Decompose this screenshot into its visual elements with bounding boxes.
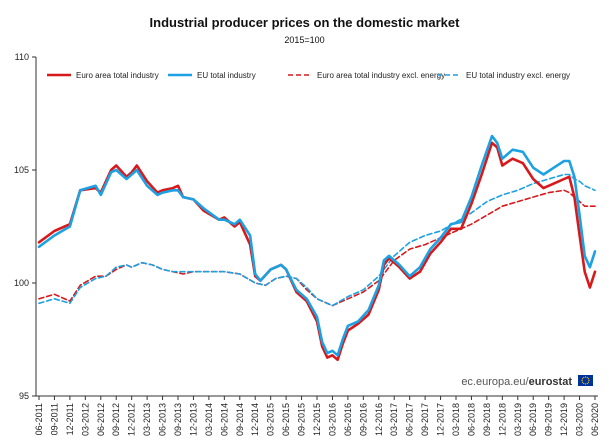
x-tick-label: 12-2016: [374, 403, 384, 436]
x-tick-label: 09-2012: [111, 403, 121, 436]
x-tick-label: 09-2011: [49, 403, 59, 435]
x-tick-label: 06-2013: [158, 403, 168, 436]
x-tick-label: 03-2019: [513, 403, 523, 436]
flag-star: [584, 376, 587, 378]
flag-star: [581, 381, 584, 383]
flag-star: [581, 378, 584, 380]
flag-star: [586, 376, 588, 379]
x-tick-label: 06-2017: [405, 403, 415, 436]
x-tick-label: 06-2018: [466, 403, 476, 436]
chart-title: Industrial producer prices on the domest…: [149, 15, 460, 30]
y-tick-label: 100: [14, 278, 29, 288]
x-tick-label: 12-2015: [312, 403, 322, 436]
chart-subtitle: 2015=100: [284, 35, 325, 45]
y-tick-label: 110: [15, 52, 29, 62]
flag-star: [587, 378, 590, 380]
x-tick-label: 09-2018: [482, 403, 492, 436]
x-tick-label: 03-2017: [389, 403, 399, 436]
series-line-1: [37, 141, 597, 362]
flag-star: [588, 379, 590, 382]
x-tick-label: 03-2012: [80, 403, 90, 436]
x-tick-label: 12-2013: [188, 403, 198, 436]
x-tick-label: 12-2017: [436, 403, 446, 436]
flag-star: [587, 381, 590, 383]
y-tick-label: 95: [19, 391, 29, 401]
x-tick-label: 06-2019: [528, 403, 538, 436]
x-tick-label: 06-2015: [281, 403, 291, 436]
x-tick-label: 06-2020: [590, 403, 600, 436]
x-tick-label: 06-2011: [34, 403, 44, 435]
x-tick-label: 06-2014: [219, 403, 229, 436]
x-tick-label: 12-2012: [127, 403, 137, 436]
flag-background: [578, 375, 593, 386]
legend-label: EU total industry: [197, 71, 256, 80]
y-tick-label: 105: [14, 165, 29, 175]
flag-star: [583, 376, 585, 379]
x-tick-label: 03-2014: [204, 403, 214, 436]
legend-label: EU total industry excl. energy: [466, 71, 570, 80]
x-tick-label: 03-2016: [327, 403, 337, 436]
x-tick-label: 09-2019: [544, 403, 554, 436]
x-tick-label: 03-2020: [575, 403, 585, 436]
x-tick-label: 12-2019: [559, 403, 569, 436]
series-line-2: [37, 134, 597, 357]
x-tick-label: 03-2015: [266, 403, 276, 436]
eu-flag-icon: [578, 375, 593, 386]
x-tick-label: 09-2013: [173, 403, 183, 436]
x-tick-label: 09-2017: [420, 403, 430, 436]
x-tick-label: 12-2014: [250, 403, 260, 436]
legend-label: Euro area total industry: [76, 71, 159, 80]
source-text: ec.europa.eu/eurostat: [461, 376, 572, 388]
series-line-4: [38, 173, 596, 307]
flag-star: [584, 383, 587, 385]
x-tick-label: 06-2016: [343, 403, 353, 436]
x-tick-label: 12-2011: [65, 403, 75, 435]
x-tick-label: 12-2018: [497, 403, 507, 436]
x-tick-label: 03-2018: [451, 403, 461, 436]
x-tick-label: 09-2014: [235, 403, 245, 436]
series-line-3: [38, 189, 596, 307]
x-tick-label: 03-2013: [142, 403, 152, 436]
flag-star: [586, 382, 588, 385]
flag-star: [583, 382, 585, 385]
x-tick-label: 06-2012: [96, 403, 106, 436]
source-brand: eurostat: [529, 376, 573, 388]
x-tick-label: 09-2015: [297, 403, 307, 436]
flag-star: [581, 379, 583, 382]
source-prefix: ec.europa.eu/: [461, 376, 529, 388]
x-tick-label: 09-2016: [358, 403, 368, 436]
legend-label: Euro area total industry excl. energy: [317, 71, 445, 80]
